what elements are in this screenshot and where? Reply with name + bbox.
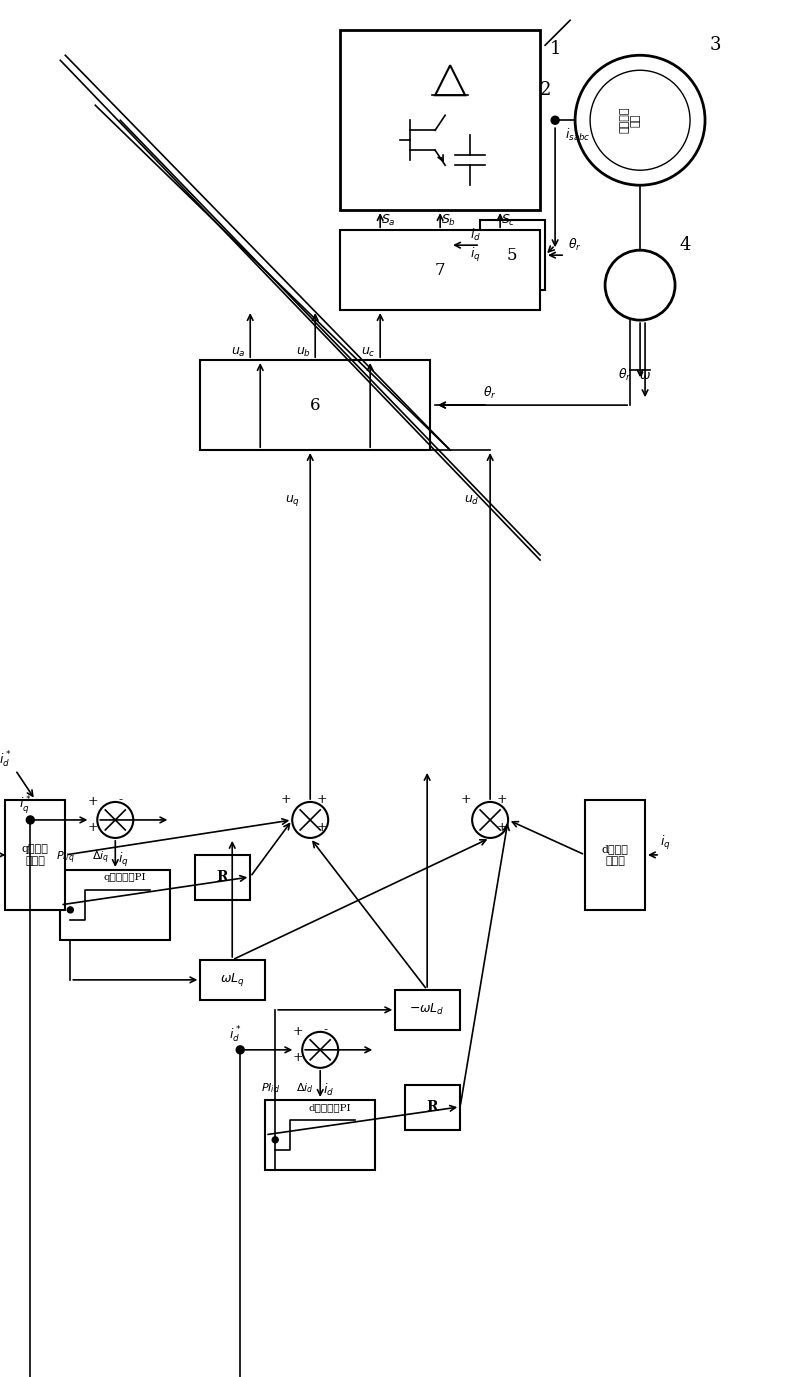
- Text: $\theta_r$: $\theta_r$: [483, 386, 497, 401]
- Bar: [395, 990, 460, 1030]
- Circle shape: [302, 1031, 338, 1067]
- Text: $\theta_r$: $\theta_r$: [568, 237, 582, 253]
- Bar: [195, 855, 250, 901]
- Text: $u_q$: $u_q$: [285, 493, 300, 508]
- Text: $S_a$: $S_a$: [381, 212, 395, 227]
- Text: $i_q$: $i_q$: [470, 246, 481, 264]
- Text: -: -: [118, 793, 122, 807]
- Text: $u_b$: $u_b$: [296, 346, 310, 358]
- Text: d轴电压
方程式: d轴电压 方程式: [602, 844, 629, 866]
- Bar: [340, 30, 540, 211]
- Text: $i_d$: $i_d$: [470, 227, 481, 244]
- Text: $i_q^*$: $i_q^*$: [19, 795, 31, 817]
- Text: 2: 2: [539, 81, 550, 99]
- Text: $u_d$: $u_d$: [464, 493, 480, 507]
- Text: $i_q$: $i_q$: [118, 851, 129, 869]
- Text: $-\omega L_d$: $-\omega L_d$: [410, 1002, 445, 1018]
- Bar: [266, 1100, 375, 1170]
- Text: 5: 5: [507, 246, 518, 263]
- Text: $\omega L_q$: $\omega L_q$: [220, 971, 245, 989]
- Bar: [405, 1085, 460, 1129]
- Text: +: +: [317, 793, 327, 807]
- Text: 7: 7: [435, 262, 446, 278]
- Text: +: +: [293, 1052, 303, 1064]
- Circle shape: [67, 907, 74, 913]
- Text: $u_c$: $u_c$: [361, 346, 375, 358]
- Circle shape: [26, 817, 34, 823]
- Bar: [200, 960, 266, 1000]
- Text: $i_d^*$: $i_d^*$: [0, 750, 11, 770]
- Circle shape: [590, 70, 690, 171]
- Text: $\omega$: $\omega$: [639, 369, 651, 381]
- Bar: [60, 870, 170, 940]
- Text: $\Delta i_q$: $\Delta i_q$: [92, 850, 109, 866]
- Text: $u_a$: $u_a$: [231, 346, 246, 358]
- Circle shape: [98, 801, 134, 839]
- Text: 4: 4: [679, 237, 690, 255]
- Text: R: R: [217, 870, 228, 884]
- Text: +: +: [317, 822, 327, 834]
- Circle shape: [272, 1137, 278, 1143]
- Circle shape: [605, 251, 675, 319]
- Text: +: +: [88, 822, 98, 834]
- Text: $i_{sabc}$: $i_{sabc}$: [565, 127, 590, 143]
- Text: 6: 6: [310, 397, 321, 413]
- Circle shape: [472, 801, 508, 839]
- Text: +: +: [497, 793, 507, 807]
- Text: $i_d$: $i_d$: [322, 1082, 334, 1097]
- Bar: [480, 220, 545, 291]
- Text: $i_d^*$: $i_d^*$: [229, 1024, 242, 1045]
- Bar: [585, 800, 645, 910]
- Text: $PI_{id}$: $PI_{id}$: [261, 1081, 280, 1095]
- Text: 1: 1: [550, 40, 562, 58]
- Text: +: +: [497, 822, 507, 834]
- Circle shape: [236, 1047, 244, 1053]
- Text: +: +: [88, 796, 98, 808]
- Text: $\Delta i_d$: $\Delta i_d$: [296, 1081, 314, 1095]
- Text: -: -: [323, 1023, 327, 1037]
- Circle shape: [292, 801, 328, 839]
- Bar: [200, 361, 430, 450]
- Text: $S_c$: $S_c$: [501, 212, 515, 227]
- Text: 永磁同步
电机: 永磁同步 电机: [619, 107, 641, 134]
- Bar: [6, 800, 66, 910]
- Text: q轴电流环PI: q轴电流环PI: [104, 873, 146, 883]
- Text: $S_b$: $S_b$: [441, 212, 456, 227]
- Polygon shape: [435, 65, 465, 95]
- Bar: [340, 230, 540, 310]
- Text: q轴电压
方程式: q轴电压 方程式: [22, 844, 49, 866]
- Text: +: +: [281, 793, 291, 807]
- Text: d轴电流环PI: d轴电流环PI: [309, 1103, 351, 1113]
- Text: 3: 3: [710, 36, 721, 54]
- Text: $i_q$: $i_q$: [660, 834, 670, 852]
- Circle shape: [575, 55, 705, 186]
- Text: R: R: [426, 1100, 438, 1114]
- Text: +: +: [461, 793, 471, 807]
- Text: $\theta_r$: $\theta_r$: [618, 368, 632, 383]
- Text: +: +: [293, 1026, 303, 1038]
- Text: $PI_{iq}$: $PI_{iq}$: [56, 850, 74, 866]
- Circle shape: [551, 116, 559, 124]
